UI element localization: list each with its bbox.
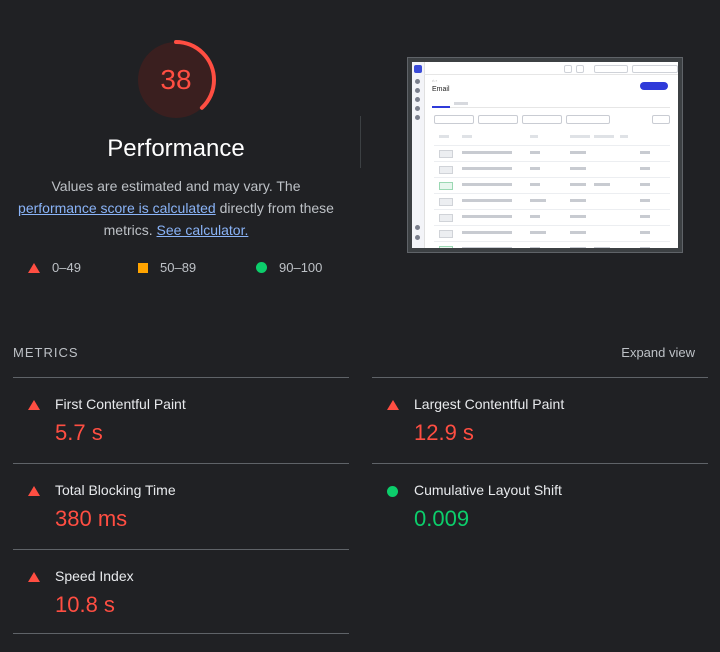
legend-item-fail: 0–49 (28, 260, 81, 275)
see-calculator-link[interactable]: See calculator. (156, 222, 249, 238)
screenshot-content: ⌂ › Email (412, 62, 678, 248)
metric-value: 0.009 (414, 506, 470, 531)
metric-name: Speed Index (55, 568, 134, 584)
metrics-header: METRICS (13, 345, 79, 360)
metric-value: 5.7 s (55, 420, 103, 445)
app-logo-icon (414, 65, 422, 73)
orange-square-icon (138, 262, 148, 273)
metric-largest-contentful-paint: Largest Contentful Paint 12.9 s (372, 377, 708, 464)
thumbnail-filters (434, 115, 670, 124)
metric-name: First Contentful Paint (55, 396, 186, 412)
thumbnail-tabs (432, 101, 670, 108)
performance-title: Performance (107, 135, 245, 162)
metric-total-blocking-time: Total Blocking Time 380 ms (13, 463, 349, 550)
thumbnail-table (434, 130, 670, 248)
metric-first-contentful-paint: First Contentful Paint 5.7 s (13, 377, 349, 464)
metric-name: Largest Contentful Paint (414, 396, 565, 412)
red-triangle-icon (28, 400, 40, 410)
final-screenshot-thumbnail[interactable]: ⌂ › Email (407, 57, 683, 253)
metric-speed-index: Speed Index 10.8 s (13, 549, 349, 636)
thumbnail-sidebar (412, 62, 425, 248)
legend-item-pass: 90–100 (256, 260, 322, 275)
red-triangle-icon (387, 400, 399, 410)
vertical-divider (360, 116, 361, 168)
gauge-fill-background (138, 42, 214, 118)
thumbnail-create-button (640, 82, 668, 90)
thumbnail-breadcrumb: ⌂ › (432, 78, 437, 83)
green-circle-icon (387, 486, 398, 497)
score-calculated-link[interactable]: performance score is calculated (18, 200, 216, 216)
score-legend: 0–49 50–89 90–100 (0, 260, 352, 278)
legend-label: 50–89 (160, 260, 197, 275)
gauge-arc (136, 40, 216, 120)
thumbnail-topbar (424, 62, 678, 75)
green-circle-icon (256, 262, 267, 273)
red-triangle-icon (28, 262, 40, 273)
metric-value: 380 ms (55, 506, 128, 531)
legend-item-average: 50–89 (138, 260, 196, 275)
legend-label: 0–49 (52, 260, 81, 275)
metric-name: Cumulative Layout Shift (414, 482, 562, 498)
expand-view-button[interactable]: Expand view (621, 345, 695, 360)
performance-description: Values are estimated and may vary. The p… (14, 175, 338, 241)
metric-name: Total Blocking Time (55, 482, 176, 498)
metric-cumulative-layout-shift: Cumulative Layout Shift 0.009 (372, 463, 708, 550)
performance-score: 38 (160, 64, 192, 95)
metric-value: 10.8 s (55, 592, 115, 617)
red-triangle-icon (28, 486, 40, 496)
metrics-bottom-divider (13, 633, 349, 634)
gauge-ring (136, 40, 216, 120)
metric-value: 12.9 s (414, 420, 474, 445)
performance-gauge: 38 (134, 38, 218, 122)
legend-label: 90–100 (279, 260, 323, 275)
metric-empty-cell (372, 549, 708, 635)
description-text-middle: directly from these metrics. (103, 200, 334, 238)
description-text: Values are estimated and may vary. The (51, 178, 301, 194)
red-triangle-icon (28, 572, 40, 582)
thumbnail-heading: Email (432, 86, 450, 93)
